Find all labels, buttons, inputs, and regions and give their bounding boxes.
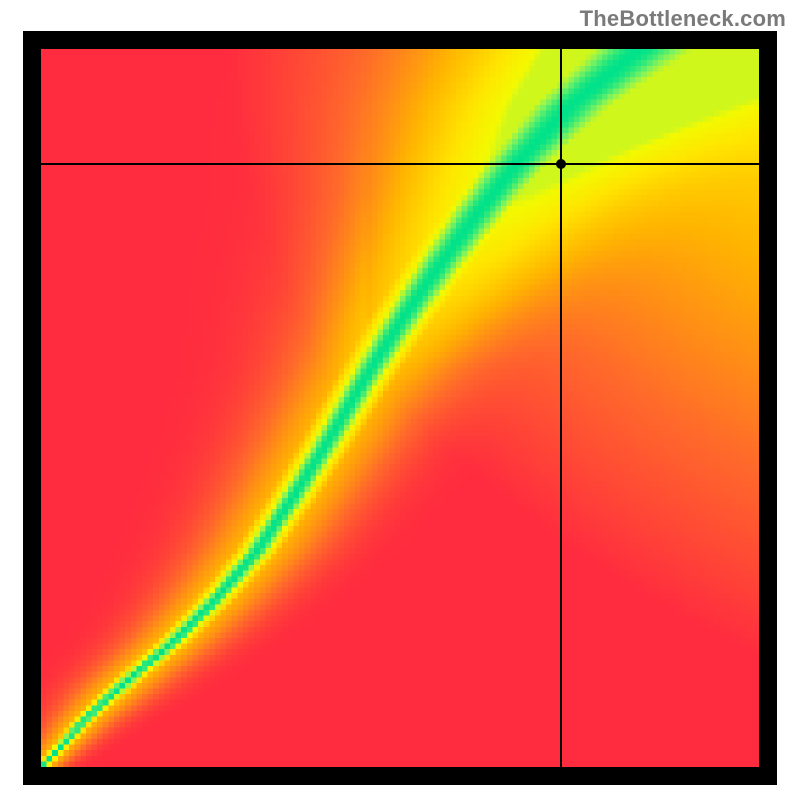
crosshair-vertical bbox=[560, 49, 562, 767]
watermark-text: TheBottleneck.com bbox=[580, 6, 786, 32]
crosshair-horizontal bbox=[41, 163, 759, 165]
heatmap-frame bbox=[23, 31, 777, 785]
heatmap-plot-area bbox=[41, 49, 759, 767]
crosshair-marker bbox=[556, 159, 566, 169]
heatmap-canvas bbox=[41, 49, 759, 767]
